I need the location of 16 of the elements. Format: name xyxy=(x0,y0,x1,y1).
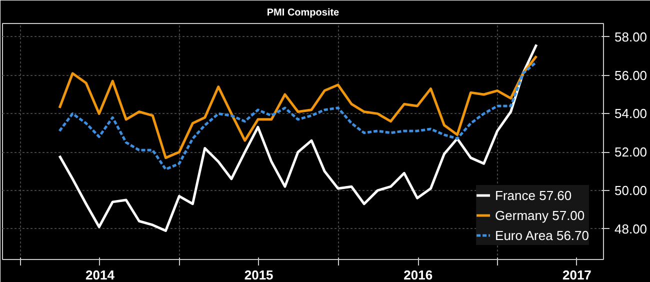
x-tick-label: 2017 xyxy=(562,268,592,282)
legend-label: Germany 57.00 xyxy=(495,208,585,222)
x-tick-label: 2014 xyxy=(86,268,116,282)
legend-label: France 57.60 xyxy=(495,188,572,202)
y-tick-label: 50.00 xyxy=(614,182,648,198)
y-tick-label: 54.00 xyxy=(614,106,648,122)
line-series xyxy=(58,54,538,160)
y-tick-label: 52.00 xyxy=(614,144,648,160)
y-tick-label: 48.00 xyxy=(614,221,648,236)
y-tick-label: 58.00 xyxy=(614,29,648,44)
y-tick-label: 56.00 xyxy=(614,68,648,83)
x-tick-label: 2016 xyxy=(404,268,433,282)
x-tick-label: 2015 xyxy=(244,268,274,282)
legend-label: Euro Area 56.70 xyxy=(495,228,589,242)
line-series xyxy=(58,60,538,171)
chart-title: PMI Composite xyxy=(266,8,340,18)
